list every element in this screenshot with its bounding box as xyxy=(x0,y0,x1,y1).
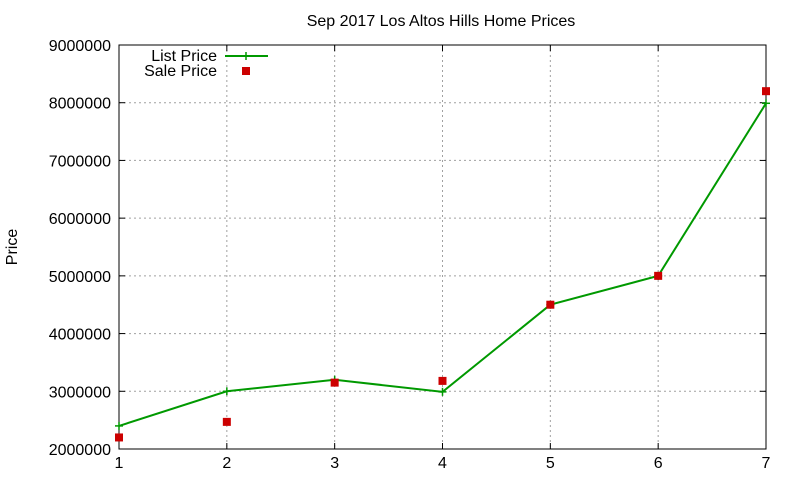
legend: List Price Sale Price xyxy=(144,48,268,80)
chart-title: Sep 2017 Los Altos Hills Home Prices xyxy=(307,13,576,30)
y-tick-label: 5000000 xyxy=(49,269,111,286)
y-tick-label: 7000000 xyxy=(49,153,111,170)
sale-price-point xyxy=(438,376,447,385)
x-tick-label: 5 xyxy=(546,455,555,472)
y-tick-label: 3000000 xyxy=(49,384,111,401)
legend-label-sale-price: Sale Price xyxy=(144,63,217,80)
sale-price-point xyxy=(762,87,770,96)
x-axis-tick-labels: 1 2 3 4 5 6 7 xyxy=(115,455,771,472)
y-tick-label: 6000000 xyxy=(49,211,111,228)
list-price-point xyxy=(115,421,123,430)
series-layer xyxy=(115,87,770,442)
y-axis-label: Price xyxy=(4,229,21,266)
list-price-point xyxy=(438,387,447,396)
list-price-point xyxy=(762,99,770,108)
list-price-point xyxy=(222,387,231,396)
sale-price-point xyxy=(222,417,231,426)
y-tick-label: 8000000 xyxy=(49,96,111,113)
y-tick-label: 9000000 xyxy=(49,38,111,55)
legend-marker-sale-price xyxy=(242,67,250,75)
x-tick-label: 3 xyxy=(330,455,339,472)
x-tick-label: 4 xyxy=(438,455,447,472)
x-tick-label: 2 xyxy=(222,455,231,472)
y-axis-tick-labels: 2000000 3000000 4000000 5000000 6000000 70000… xyxy=(49,38,111,459)
sale-price-point xyxy=(330,378,339,387)
sale-price-point xyxy=(654,271,663,280)
legend-label-list-price: List Price xyxy=(151,48,217,65)
y-tick-label: 2000000 xyxy=(49,442,111,459)
x-tick-label: 1 xyxy=(115,455,124,472)
legend-marker-list-price xyxy=(242,52,250,60)
sale-price-point xyxy=(546,300,555,309)
sale-price-point xyxy=(115,433,123,442)
y-tick-label: 4000000 xyxy=(49,327,111,344)
x-tick-label: 6 xyxy=(654,455,663,472)
x-tick-label: 7 xyxy=(762,455,771,472)
axis-ticks xyxy=(118,44,767,450)
